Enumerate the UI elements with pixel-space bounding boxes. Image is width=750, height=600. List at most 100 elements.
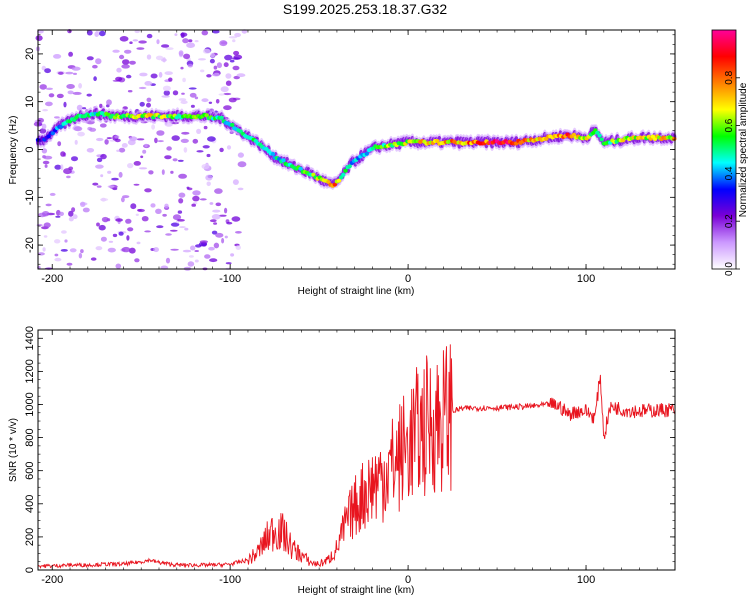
spectrogram-cell — [148, 170, 154, 175]
spectrogram-cell — [111, 177, 119, 181]
spectrogram-cell — [332, 182, 337, 187]
spectrogram-cell — [235, 245, 241, 251]
spectrogram-cell — [364, 151, 369, 156]
spectrogram-cell — [127, 139, 136, 146]
spectrogram-cell — [220, 41, 228, 45]
spectrogram-cell — [178, 50, 184, 56]
spectrogram-cell — [191, 203, 196, 207]
spectrogram-cell — [99, 123, 107, 128]
colorbar-tick-label: 0.0 — [724, 262, 735, 276]
spectrogram-cell — [599, 137, 604, 142]
spectrogram-y-tick-label: 20 — [24, 48, 36, 60]
spectrogram-cell — [118, 231, 124, 236]
spectrogram-cell — [100, 236, 107, 242]
spectrogram-cell — [200, 69, 205, 73]
spectrogram-cell — [155, 55, 164, 61]
spectrogram-cell — [146, 33, 153, 39]
spectrogram-cell — [44, 164, 48, 168]
spectrogram-cell — [190, 245, 196, 251]
spectrogram-cell — [35, 35, 43, 41]
spectrogram-cell — [100, 174, 104, 178]
spectrogram-cell — [136, 47, 145, 50]
spectrogram-cell — [124, 49, 132, 54]
spectrogram-cell — [204, 254, 211, 259]
spectrogram-cell — [183, 147, 188, 153]
spectrogram-cell — [170, 248, 179, 251]
spectrogram-cell — [162, 213, 167, 217]
spectrogram-cell — [224, 235, 228, 239]
spectrogram-cell — [48, 93, 55, 98]
spectrogram-cell — [201, 30, 209, 36]
snr-y-tick-label: 1400 — [24, 326, 36, 350]
spectrogram-cell — [178, 98, 187, 101]
spectrogram-cell — [165, 47, 174, 50]
spectrogram-cell — [107, 170, 112, 174]
spectrogram-cell — [122, 195, 130, 199]
spectrogram-cell — [229, 59, 235, 63]
spectrogram-cell — [177, 159, 184, 162]
spectrogram-cell — [121, 197, 125, 203]
spectrogram-cell — [195, 244, 202, 248]
spectrogram-cell — [174, 33, 178, 36]
spectrogram-cell — [178, 173, 188, 179]
spectrogram-cell — [187, 63, 193, 68]
spectrogram-cell — [233, 75, 240, 80]
spectrogram-cell — [232, 57, 241, 60]
spectrogram-cell — [186, 42, 196, 48]
colorbar-label: Normalized spectral amplitude — [738, 82, 749, 217]
spectrogram-cell — [133, 161, 141, 166]
spectrogram-cell — [137, 209, 142, 212]
spectrogram-cell — [50, 131, 56, 136]
spectrogram-cell — [107, 185, 115, 188]
spectrogram-cell — [180, 100, 188, 105]
spectrogram-cell — [126, 74, 132, 79]
spectrogram-cell — [206, 181, 211, 187]
spectrogram-cell — [74, 139, 78, 145]
spectrogram-cell — [343, 168, 348, 173]
spectrogram-cell — [180, 138, 189, 143]
spectrogram-cells — [33, 29, 677, 271]
colorbar-tick-label: 0.2 — [724, 214, 735, 228]
spectrogram-cell — [116, 67, 122, 73]
snr-frame — [37, 329, 676, 571]
spectrogram-cell — [42, 211, 50, 217]
spectrogram-cell — [98, 224, 106, 231]
spectrogram-cell — [202, 48, 211, 54]
snr-y-tick-label: 800 — [24, 428, 36, 446]
snr-panel: -200 -100 0 100 0 200 400 600 800 1000 1200 1400 H… — [8, 326, 676, 596]
snr-y-tick-label: 1000 — [24, 392, 36, 416]
spectrogram-cell — [210, 52, 216, 58]
spectrogram-cell — [198, 58, 206, 61]
spectrogram-cell — [45, 203, 52, 207]
spectrogram-cell — [219, 147, 224, 153]
spectrogram-cell — [180, 66, 184, 70]
spectrogram-cell — [341, 172, 346, 177]
spectrogram-cell — [187, 261, 195, 267]
spectrogram-cell — [196, 128, 202, 134]
spectrogram-cell — [298, 166, 303, 171]
spectrogram-cell — [118, 171, 123, 178]
spectrogram-cell — [181, 131, 190, 135]
spectrogram-cell — [136, 241, 141, 245]
spectrogram-cell — [237, 187, 244, 191]
spectrogram-cell — [223, 62, 229, 68]
spectrogram-cell — [233, 50, 240, 56]
spectrogram-cell — [71, 156, 78, 162]
spectrogram-cell — [100, 198, 109, 202]
spectrogram-y-ticks: -20 -10 0 10 20 — [24, 34, 675, 265]
spectrogram-cell — [144, 143, 148, 148]
spectrogram-cell — [144, 188, 152, 193]
spectrogram-cell — [165, 257, 171, 264]
spectrogram-cell — [156, 225, 164, 229]
spectrogram-cell — [270, 152, 276, 156]
spectrogram-cell — [188, 39, 193, 43]
spectrogram-cell — [78, 252, 83, 259]
spectrogram-cell — [169, 229, 178, 232]
spectrogram-cell — [206, 74, 212, 78]
spectrogram-cell — [128, 247, 136, 254]
spectrogram-cell — [188, 255, 194, 258]
colorbar-tick-label: 0.4 — [724, 166, 735, 180]
spectrogram-cell — [58, 71, 64, 75]
spectrogram-cell — [95, 164, 104, 169]
